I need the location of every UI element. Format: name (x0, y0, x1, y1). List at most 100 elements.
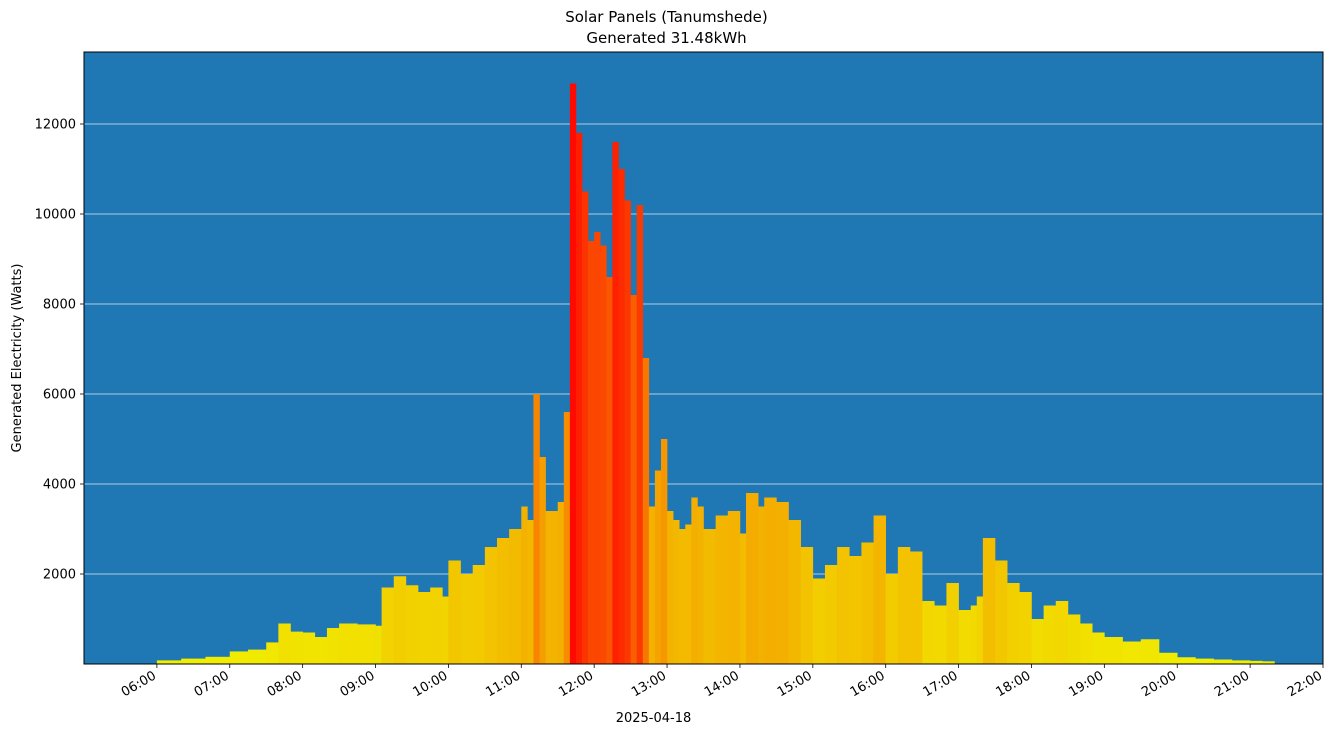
bar (764, 497, 777, 664)
bar (788, 520, 801, 664)
bar (667, 511, 674, 664)
bar (812, 578, 826, 664)
bar (569, 83, 577, 664)
bar (442, 596, 449, 664)
bar (266, 642, 279, 664)
bar (533, 394, 540, 664)
bar-series (156, 83, 1275, 664)
bar (1195, 658, 1214, 664)
bar (982, 538, 996, 664)
bar (229, 651, 249, 664)
x-tick-label: 16:00 (848, 668, 888, 700)
bar (484, 547, 498, 664)
bar (339, 623, 358, 664)
y-axis-label: Generated Electricity (Watts) (10, 264, 25, 453)
bar (1055, 601, 1069, 664)
y-axis-ticks: 2000 4000 6000 8000 10000 12000 (35, 118, 84, 583)
y-tick-label: 4000 (43, 478, 76, 493)
bar (636, 205, 644, 664)
bar (934, 605, 947, 664)
bar (1031, 619, 1044, 664)
bar (1159, 652, 1178, 664)
y-tick-label: 8000 (43, 298, 76, 313)
x-tick-label: 08:00 (265, 668, 305, 700)
bar (618, 169, 625, 664)
bar (156, 660, 182, 664)
chart-subtitle: Generated 31.48kWh (586, 29, 747, 47)
bar (594, 232, 601, 664)
x-tick-label: 09:00 (338, 668, 378, 700)
bar (1092, 632, 1105, 664)
bar (1262, 661, 1275, 664)
bar (588, 241, 595, 664)
bar (776, 502, 789, 664)
bar (746, 493, 759, 664)
bar (630, 295, 637, 664)
bar (302, 632, 316, 664)
bar (1104, 637, 1123, 664)
bar (849, 556, 862, 664)
bar (715, 515, 729, 664)
bar (673, 520, 680, 664)
bar (703, 529, 716, 664)
bar (181, 658, 206, 664)
x-tick-label: 10:00 (410, 668, 450, 700)
bar (278, 623, 291, 664)
bar (1007, 583, 1020, 664)
bar (575, 133, 583, 664)
bar (393, 576, 407, 664)
bar (800, 547, 814, 664)
bar (685, 524, 692, 664)
x-tick-label: 21:00 (1212, 668, 1252, 700)
bar (375, 625, 382, 664)
bar (1122, 641, 1142, 664)
bar (624, 200, 631, 664)
bar (600, 245, 607, 664)
bar (727, 511, 741, 664)
bar (357, 624, 376, 664)
x-tick-label: 13:00 (629, 668, 669, 700)
y-tick-label: 6000 (43, 388, 76, 403)
y-tick-label: 10000 (35, 208, 76, 223)
x-tick-label: 17:00 (921, 668, 961, 700)
x-tick-label: 19:00 (1066, 668, 1106, 700)
bar (861, 542, 874, 664)
bar (472, 565, 486, 664)
bar (837, 547, 850, 664)
bar (521, 506, 528, 664)
bar (1067, 614, 1081, 664)
x-tick-label: 18:00 (994, 668, 1034, 700)
x-tick-label: 15:00 (775, 668, 815, 700)
bar (247, 649, 267, 664)
bar (606, 277, 613, 664)
x-axis-label: 2025-04-18 (616, 711, 692, 726)
bar (1213, 659, 1233, 664)
bar (527, 520, 534, 664)
bar (545, 511, 559, 664)
bar (648, 506, 656, 664)
x-axis-ticks: 06:00 07:00 08:00 09:00 10:00 11:00 12:00 13:00… (119, 664, 1325, 700)
bar (922, 601, 935, 664)
bar (739, 533, 747, 664)
bar (897, 547, 911, 664)
bar (205, 656, 231, 664)
x-tick-label: 20:00 (1139, 668, 1179, 700)
bar (539, 457, 546, 664)
bar (660, 439, 668, 664)
bar (497, 538, 510, 664)
x-tick-label: 14:00 (702, 668, 742, 700)
bar (824, 565, 838, 664)
bar (1250, 660, 1263, 664)
bar (430, 587, 443, 664)
bar (612, 142, 619, 664)
bar (509, 529, 522, 664)
bar (946, 583, 959, 664)
bar (1140, 639, 1160, 664)
bar (1043, 605, 1057, 664)
bar (381, 587, 395, 664)
chart-title: Solar Panels (Tanumshede) (565, 8, 768, 26)
bar (758, 506, 765, 664)
y-tick-label: 2000 (43, 568, 76, 583)
bar (679, 529, 686, 664)
